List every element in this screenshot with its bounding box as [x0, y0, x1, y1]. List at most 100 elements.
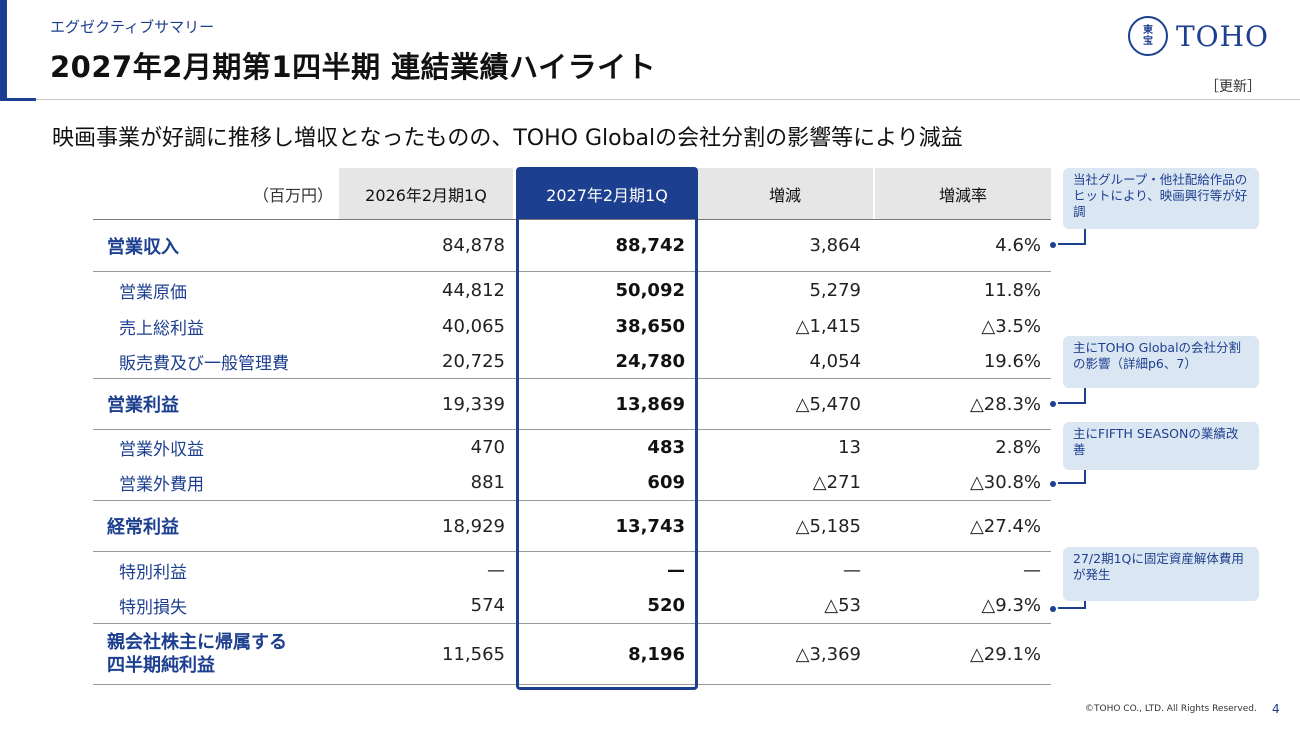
page-title: 2027年2月期第1四半期 連結業績ハイライト — [50, 50, 657, 84]
table-row: 親会社株主に帰属する 四半期純利益 11,565 8,196 △3,369 △2… — [93, 624, 1051, 684]
cell-current: 13,869 — [615, 393, 685, 415]
note-non-operating: 主にFIFTH SEASONの業績改善 — [1063, 422, 1259, 470]
row-divider — [93, 429, 1051, 430]
note-extraordinary-loss: 27/2期1Qに固定資産解体費用が発生 — [1063, 547, 1259, 601]
note-connector — [1058, 388, 1086, 404]
cell-current: 50,092 — [615, 279, 685, 301]
column-header-current: 2027年2月期1Q — [517, 168, 697, 219]
note-connector-dot — [1050, 401, 1056, 407]
cell-diff: △53 — [824, 595, 861, 616]
toho-emblem-icon: 東 宝 — [1128, 16, 1168, 56]
table-row: 営業利益 19,339 13,869 △5,470 △28.3% — [93, 379, 1051, 429]
cell-rate: △28.3% — [969, 393, 1041, 415]
table-row: 売上総利益 40,065 38,650 △1,415 △3.5% — [93, 308, 1051, 344]
table-row: 営業収入 84,878 88,742 3,864 4.6% — [93, 220, 1051, 271]
table-row: 営業外費用 881 609 △271 △30.8% — [93, 465, 1051, 500]
cell-current: — — [667, 559, 685, 581]
cell-prev: 84,878 — [442, 235, 505, 256]
row-divider — [93, 684, 1051, 685]
cell-current: 24,780 — [615, 350, 685, 372]
row-label: 特別損失 — [119, 598, 187, 618]
cell-prev: 11,565 — [442, 643, 505, 665]
cell-diff: △271 — [812, 472, 861, 493]
cell-prev: 44,812 — [442, 279, 505, 301]
row-label: 売上総利益 — [119, 318, 204, 339]
cell-diff: △5,185 — [795, 515, 861, 537]
table-row: 特別損失 574 520 △53 △9.3% — [93, 588, 1051, 623]
header-divider — [0, 99, 1300, 100]
row-label: 親会社株主に帰属する 四半期純利益 — [107, 632, 287, 676]
cell-current: 8,196 — [628, 643, 685, 665]
cell-prev: 574 — [470, 595, 505, 616]
cell-rate: 19.6% — [983, 350, 1041, 372]
cell-prev: 19,339 — [442, 393, 505, 415]
update-tag: ［更新］ — [1205, 79, 1261, 95]
row-label: 特別利益 — [119, 562, 187, 583]
note-connector — [1058, 601, 1086, 609]
cell-rate: 4.6% — [995, 235, 1041, 256]
table-row: 販売費及び一般管理費 20,725 24,780 4,054 19.6% — [93, 344, 1051, 378]
cell-rate: △3.5% — [981, 315, 1041, 337]
row-label: 営業外費用 — [119, 475, 204, 495]
note-operating-income: 主にTOHO Globalの会社分割の影響（詳細p6、7） — [1063, 336, 1259, 388]
row-divider — [93, 219, 1051, 220]
row-label: 営業外収益 — [119, 440, 204, 460]
table-row: 営業外収益 470 483 13 2.8% — [93, 430, 1051, 465]
row-label: 営業収入 — [107, 236, 179, 258]
cell-prev: 40,065 — [442, 315, 505, 337]
cell-prev: 881 — [470, 472, 505, 493]
cell-diff: — — [843, 559, 861, 581]
note-connector-dot — [1050, 242, 1056, 248]
cell-current: 520 — [647, 595, 685, 616]
row-label: 販売費及び一般管理費 — [119, 353, 289, 374]
table-row: 特別利益 — — — — — [93, 552, 1051, 588]
cell-current: 88,742 — [615, 235, 685, 256]
accent-bar — [0, 0, 7, 100]
column-header-rate: 増減率 — [875, 168, 1051, 219]
cell-diff: 13 — [838, 437, 861, 458]
row-divider — [93, 271, 1051, 272]
column-header-prev: 2026年2月期1Q — [339, 168, 513, 219]
cell-rate: △29.1% — [969, 643, 1041, 665]
cell-prev: 20,725 — [442, 350, 505, 372]
note-revenue: 当社グループ・他社配給作品のヒットにより、映画興行等が好調 — [1063, 168, 1259, 229]
toho-logo: 東 宝 TOHO — [1128, 16, 1269, 56]
headline: 映画事業が好調に推移し増収となったものの、TOHO Globalの会社分割の影響… — [52, 126, 963, 151]
cell-current: 483 — [647, 437, 685, 458]
cell-current: 38,650 — [615, 315, 685, 337]
cell-current: 609 — [647, 472, 685, 493]
cell-diff: 3,864 — [809, 235, 861, 256]
unit-label: （百万円） — [93, 168, 339, 219]
note-connector — [1058, 229, 1086, 245]
row-divider — [93, 500, 1051, 501]
note-connector-dot — [1050, 606, 1056, 612]
cell-diff: 5,279 — [809, 279, 861, 301]
row-divider — [93, 551, 1051, 552]
cell-rate: △27.4% — [969, 515, 1041, 537]
cell-prev: — — [487, 559, 505, 581]
copyright: ©TOHO CO., LTD. All Rights Reserved. — [1085, 704, 1257, 714]
note-connector-dot — [1050, 481, 1056, 487]
column-header-diff: 増減 — [697, 168, 873, 219]
table-row: 営業原価 44,812 50,092 5,279 11.8% — [93, 272, 1051, 308]
table-row: 経常利益 18,929 13,743 △5,185 △27.4% — [93, 501, 1051, 551]
cell-diff: △3,369 — [795, 643, 861, 665]
cell-prev: 18,929 — [442, 515, 505, 537]
note-connector — [1058, 470, 1086, 484]
cell-rate: △30.8% — [969, 472, 1041, 493]
cell-rate: 2.8% — [995, 437, 1041, 458]
row-label: 経常利益 — [107, 517, 179, 538]
row-label: 営業原価 — [119, 282, 187, 303]
cell-diff: △1,415 — [795, 315, 861, 337]
cell-diff: △5,470 — [795, 393, 861, 415]
cell-rate: — — [1023, 559, 1041, 581]
cell-rate: 11.8% — [983, 279, 1041, 301]
header-divider-accent — [0, 98, 36, 101]
page-number: 4 — [1272, 702, 1280, 716]
cell-prev: 470 — [470, 437, 505, 458]
row-label: 営業利益 — [107, 395, 179, 416]
section-subtitle: エグゼクティブサマリー — [50, 18, 215, 36]
cell-current: 13,743 — [615, 515, 685, 537]
row-divider — [93, 623, 1051, 624]
cell-diff: 4,054 — [809, 350, 861, 372]
